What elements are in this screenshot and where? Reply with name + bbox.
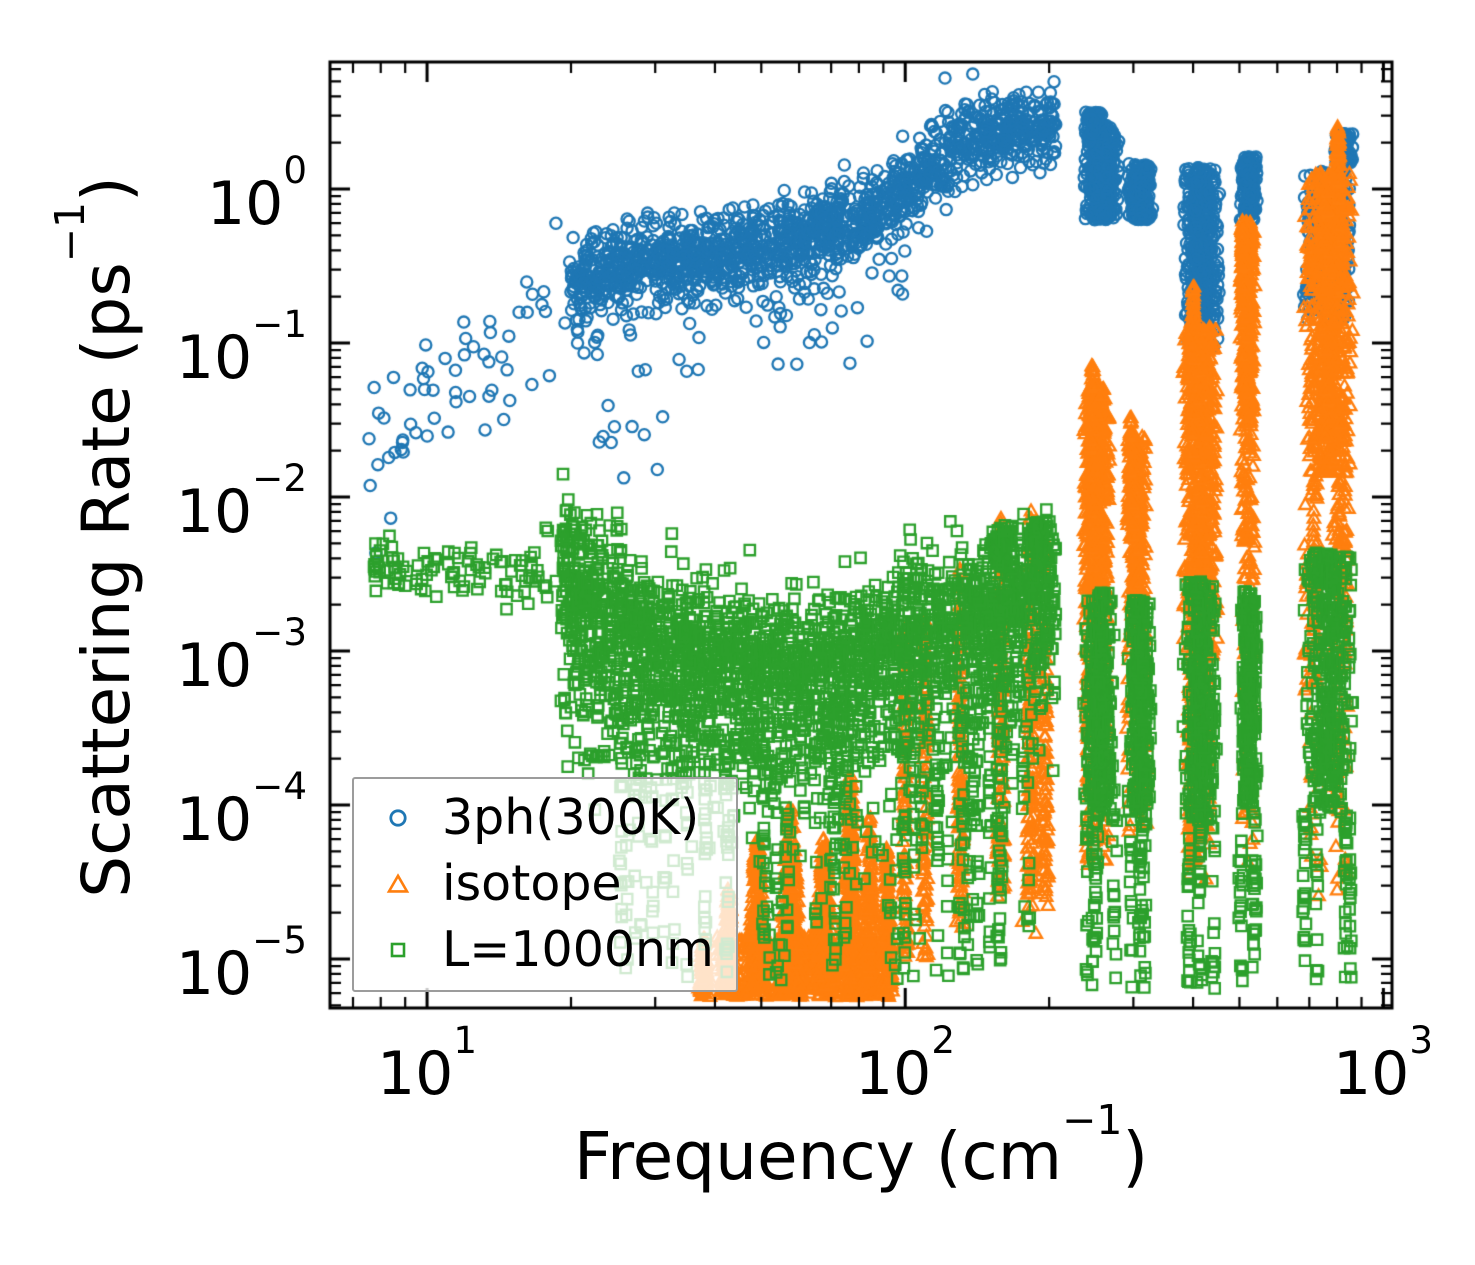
y-tick-1e-1-exp: −1 [252, 301, 307, 346]
y-tick-1e-3-base: 10 [175, 631, 253, 701]
x-tick-1e3-base: 10 [1332, 1039, 1410, 1109]
y-tick-1e-2: 10−2 [67, 456, 307, 547]
y-tick-1e-4-base: 10 [175, 785, 253, 855]
legend-item-isotope: isotope [354, 851, 736, 917]
y-tick-1e0-base: 10 [206, 169, 284, 239]
y-tick-1e0-exp: 0 [283, 147, 307, 192]
y-tick-1e-1: 10−1 [67, 302, 307, 393]
y-tick-1e-4-exp: −4 [252, 763, 307, 808]
legend-item-3ph: 3ph(300K) [354, 785, 736, 851]
y-tick-1e-3: 10−3 [67, 610, 307, 701]
y-tick-1e-1-base: 10 [175, 323, 253, 393]
y-tick-1e-3-exp: −3 [252, 609, 307, 654]
x-tick-1e3-exp: 3 [1409, 1017, 1434, 1062]
x-tick-1e2-base: 10 [854, 1039, 932, 1109]
y-tick-1e-4: 10−4 [67, 764, 307, 855]
x-tick-1e2: 102 [795, 1018, 1015, 1112]
legend-label-boundary: L=1000nm [442, 921, 714, 978]
y-tick-1e-2-exp: −2 [252, 455, 307, 500]
x-tick-1e1-exp: 1 [453, 1017, 478, 1062]
circle-marker-icon [354, 806, 442, 830]
x-tick-1e1-base: 10 [376, 1039, 454, 1109]
x-axis-label-text: Frequency (cm [573, 1118, 1063, 1195]
legend-item-boundary: L=1000nm [354, 917, 736, 983]
x-tick-1e2-exp: 2 [931, 1017, 956, 1062]
y-tick-1e-5-exp: −5 [252, 917, 307, 962]
y-tick-1e0: 100 [67, 148, 307, 239]
y-tick-1e-5: 10−5 [67, 918, 307, 1009]
square-marker-icon [354, 938, 442, 962]
legend: 3ph(300K) isotope L=1000nm [352, 777, 738, 992]
legend-label-isotope: isotope [442, 855, 622, 912]
x-tick-1e1: 101 [317, 1018, 537, 1112]
y-tick-1e-5-base: 10 [175, 939, 253, 1009]
x-axis-label-sup: −1 [1062, 1095, 1123, 1144]
x-axis-label-close: ) [1122, 1118, 1149, 1195]
y-tick-1e-2-base: 10 [175, 477, 253, 547]
legend-label-3ph: 3ph(300K) [442, 789, 700, 846]
x-tick-1e3: 103 [1273, 1018, 1475, 1112]
x-axis-label: Frequency (cm−1) [361, 1096, 1361, 1196]
triangle-marker-icon [354, 872, 442, 896]
